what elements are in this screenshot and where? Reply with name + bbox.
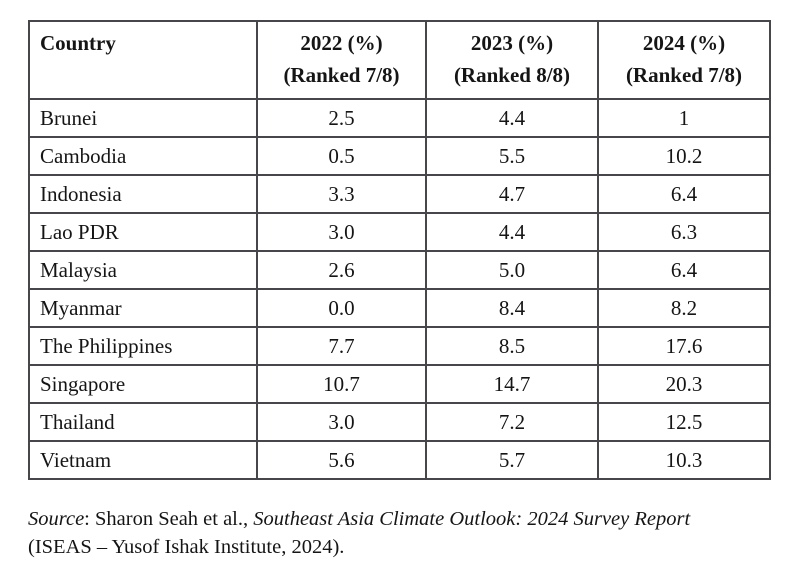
col-header-2024: 2024 (%) (Ranked 7/8): [597, 20, 771, 100]
col-header-2022: 2022 (%) (Ranked 7/8): [256, 20, 427, 100]
header-line-2: (Ranked 8/8): [453, 63, 571, 87]
value-cell: 0.0: [256, 288, 427, 328]
source-note-segment: : Sharon Seah et al.,: [84, 507, 254, 530]
table-row: Vietnam 5.6 5.7 10.3: [28, 440, 771, 480]
value-cell: 4.4: [425, 98, 599, 138]
header-line-1: 2022 (%): [300, 31, 383, 55]
header-line-2: (Ranked 7/8): [625, 63, 743, 87]
table-row: Myanmar 0.0 8.4 8.2: [28, 288, 771, 328]
country-cell: Cambodia: [28, 136, 258, 176]
value-cell: 7.2: [425, 402, 599, 442]
country-cell: Malaysia: [28, 250, 258, 290]
value-cell: 8.5: [425, 326, 599, 366]
header-line-1: 2024 (%): [642, 31, 726, 55]
table-body: Brunei 2.5 4.4 1 Cambodia 0.5 5.5 10.2 Indonesia…: [28, 98, 771, 480]
value-cell: 3.0: [256, 212, 427, 252]
source-note: Source: Sharon Seah et al., Southeast As…: [28, 505, 776, 561]
table-row: The Philippines 7.7 8.5 17.6: [28, 326, 771, 366]
country-cell: Lao PDR: [28, 212, 258, 252]
table-row: Singapore 10.7 14.7 20.3: [28, 364, 771, 404]
value-cell: 10.2: [597, 136, 771, 176]
value-cell: 8.4: [425, 288, 599, 328]
source-note-segment: (ISEAS – Yusof Ishak Institute, 2024).: [28, 535, 345, 558]
value-cell: 6.4: [597, 250, 771, 290]
value-cell: 12.5: [597, 402, 771, 442]
value-cell: 5.7: [425, 440, 599, 480]
source-note-italic-segment: Source: [28, 507, 85, 530]
value-cell: 7.7: [256, 326, 427, 366]
value-cell: 5.0: [425, 250, 599, 290]
table-row: Brunei 2.5 4.4 1: [28, 98, 771, 138]
country-cell: Brunei: [28, 98, 258, 138]
value-cell: 10.7: [256, 364, 427, 404]
country-cell: Myanmar: [28, 288, 258, 328]
country-percentage-table: Country 2022 (%) (Ranked 7/8) 2023 (%) (…: [28, 20, 771, 480]
value-cell: 14.7: [425, 364, 599, 404]
value-cell: 6.4: [597, 174, 771, 214]
value-cell: 2.6: [256, 250, 427, 290]
table-row: Malaysia 2.6 5.0 6.4: [28, 250, 771, 290]
value-cell: 4.7: [425, 174, 599, 214]
source-note-italic-segment: Southeast Asia Climate Outlook: 2024 Sur…: [253, 507, 691, 530]
country-cell: Vietnam: [28, 440, 258, 480]
value-cell: 0.5: [256, 136, 427, 176]
table-row: Thailand 3.0 7.2 12.5: [28, 402, 771, 442]
col-header-2023: 2023 (%) (Ranked 8/8): [425, 20, 599, 100]
value-cell: 20.3: [597, 364, 771, 404]
value-cell: 5.5: [425, 136, 599, 176]
country-cell: Indonesia: [28, 174, 258, 214]
value-cell: 2.5: [256, 98, 427, 138]
country-cell: The Philippines: [28, 326, 258, 366]
header-line-1: Country: [40, 31, 116, 55]
value-cell: 4.4: [425, 212, 599, 252]
value-cell: 1: [597, 98, 771, 138]
table-row: Lao PDR 3.0 4.4 6.3: [28, 212, 771, 252]
value-cell: 3.3: [256, 174, 427, 214]
header-line-2: (Ranked 7/8): [283, 63, 400, 87]
value-cell: 10.3: [597, 440, 771, 480]
header-row: Country 2022 (%) (Ranked 7/8) 2023 (%) (…: [28, 20, 771, 100]
table-header: Country 2022 (%) (Ranked 7/8) 2023 (%) (…: [28, 20, 771, 100]
value-cell: 5.6: [256, 440, 427, 480]
country-cell: Singapore: [28, 364, 258, 404]
table-row: Cambodia 0.5 5.5 10.2: [28, 136, 771, 176]
value-cell: 6.3: [597, 212, 771, 252]
value-cell: 8.2: [597, 288, 771, 328]
table-row: Indonesia 3.3 4.7 6.4: [28, 174, 771, 214]
header-line-1: 2023 (%): [470, 31, 554, 55]
value-cell: 17.6: [597, 326, 771, 366]
value-cell: 3.0: [256, 402, 427, 442]
col-header-country: Country: [28, 20, 258, 100]
country-cell: Thailand: [28, 402, 258, 442]
